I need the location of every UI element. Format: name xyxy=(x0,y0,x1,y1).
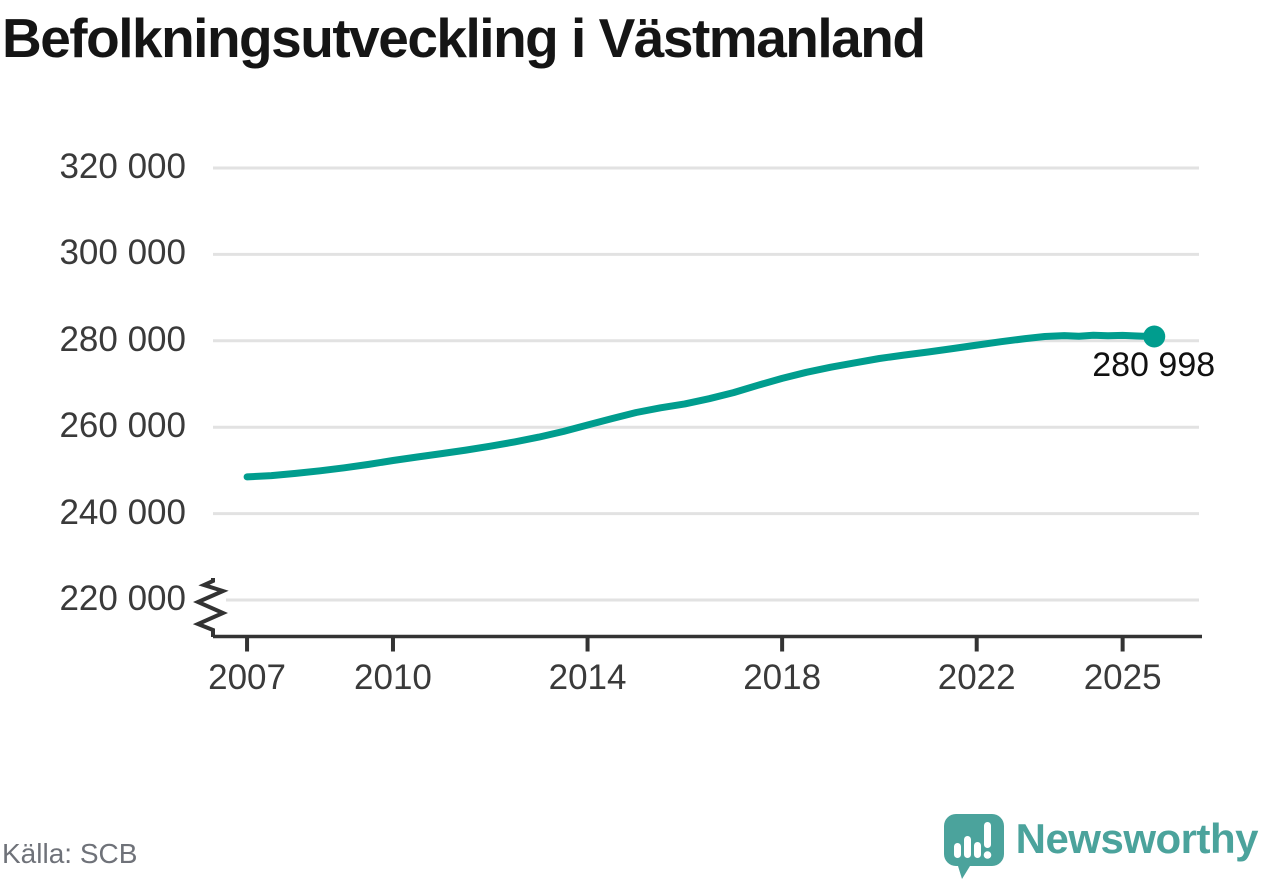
gridlines xyxy=(213,166,1199,602)
y-axis-tick-label: 320 000 xyxy=(59,147,186,186)
newsworthy-bubble-icon xyxy=(943,814,1004,879)
x-axis xyxy=(192,578,1202,652)
x-axis-tick-label: 2007 xyxy=(208,658,286,697)
y-axis-break-icon xyxy=(192,578,229,637)
bar-icon xyxy=(973,842,981,858)
x-axis-tick-label: 2022 xyxy=(937,658,1016,697)
end-point-label: 280 998 xyxy=(1092,346,1216,385)
x-axis-tick-label: 2018 xyxy=(743,658,822,697)
newsworthy-logo: Newsworthy xyxy=(942,812,1259,879)
y-axis-tick-label: 240 000 xyxy=(59,492,186,532)
series-group xyxy=(243,325,1166,481)
y-axis-tick-label: 260 000 xyxy=(59,406,186,446)
x-axis-tick-label: 2010 xyxy=(354,658,432,697)
x-axis-tick-label: 2025 xyxy=(1083,658,1162,697)
y-axis-tick-label: 280 000 xyxy=(59,319,186,359)
newsworthy-logo-text: Newsworthy xyxy=(1015,814,1259,862)
exclamation-bar-icon xyxy=(983,822,991,848)
series-line xyxy=(243,331,1158,481)
bar-icon xyxy=(963,836,971,858)
end-point-dot xyxy=(1143,325,1166,348)
source-label: Källa: SCB xyxy=(2,838,138,869)
bar-icon xyxy=(953,843,961,858)
y-axis-tick-label: 300 000 xyxy=(59,233,186,273)
page-title: Befolkningsutveckling i Västmanland xyxy=(2,7,926,69)
x-axis-tick-label: 2014 xyxy=(548,658,627,697)
y-axis-tick-label: 220 000 xyxy=(59,579,186,618)
exclamation-dot-icon xyxy=(983,851,991,859)
